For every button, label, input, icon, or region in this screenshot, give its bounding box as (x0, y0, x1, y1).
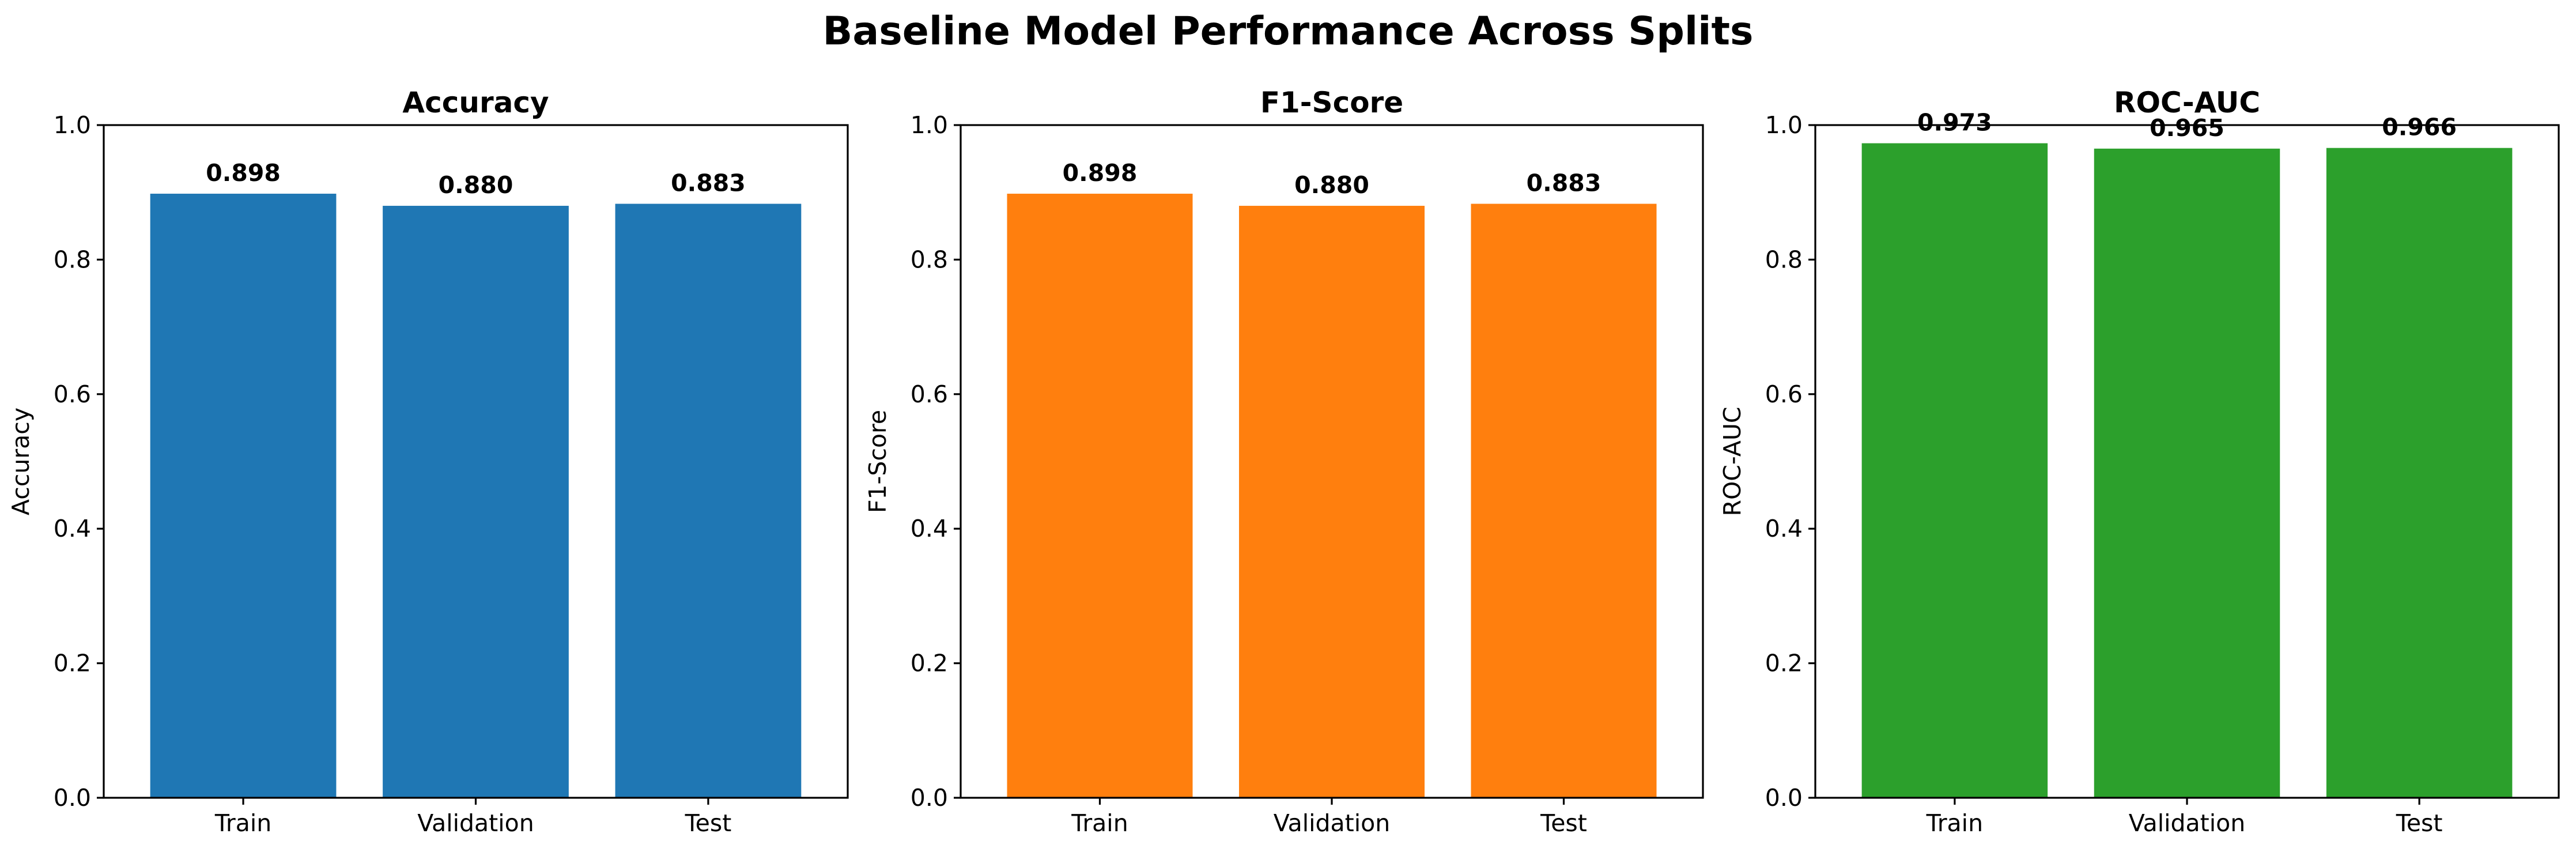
y-tick-label: 0.0 (911, 784, 948, 812)
axes-frame (960, 124, 1704, 799)
chart-panel-2: 0.898 Train 0.880 Validation 0.883 Test 0.0 0.2… (864, 86, 1704, 837)
data-label-validation: 0.880 (1294, 171, 1369, 199)
y-tick-label: 0.6 (1765, 380, 1803, 408)
bar-validation (383, 206, 569, 798)
axes-frame (103, 124, 849, 799)
y-tick-label: 0.2 (54, 650, 91, 677)
x-tick-label-test: Test (685, 809, 732, 837)
bar-train (1861, 143, 2048, 798)
y-axis-label: F1-Score (864, 410, 892, 513)
data-label-train: 0.973 (1917, 109, 1992, 137)
chart-panels: 0.898 Train 0.880 Validation 0.883 Test 0.0 0.2… (7, 86, 2560, 837)
data-label-validation: 0.965 (2150, 114, 2224, 142)
x-tick-label-validation: Validation (1274, 809, 1390, 837)
data-label-train: 0.898 (1063, 159, 1138, 187)
data-label-train: 0.898 (206, 159, 281, 187)
y-tick-label: 0.6 (911, 380, 948, 408)
chart-panel-3: 0.973 Train 0.965 Validation 0.966 Test 0.0 0.2… (1718, 86, 2560, 837)
y-axis-label: ROC-AUC (1718, 407, 1746, 516)
x-tick-label-validation: Validation (417, 809, 534, 837)
y-tick-label: 0.8 (54, 246, 91, 273)
bar-test (2326, 148, 2513, 798)
y-tick-label: 0.2 (911, 650, 948, 677)
bar-train (1007, 194, 1193, 798)
y-tick-label: 0.8 (911, 246, 948, 273)
y-axis-label: Accuracy (7, 408, 35, 515)
y-tick-label: 0.0 (1765, 784, 1803, 812)
y-tick-label: 0.4 (1765, 515, 1803, 542)
x-tick-label-train: Train (214, 809, 271, 837)
y-tick-label: 1.0 (911, 111, 948, 139)
bar-train (150, 194, 337, 798)
bar-validation (2094, 148, 2280, 798)
data-label-test: 0.966 (2382, 114, 2457, 141)
data-label-test: 0.883 (671, 169, 746, 197)
x-tick-label-validation: Validation (2129, 809, 2245, 837)
panel-title: ROC-AUC (2114, 86, 2260, 119)
y-tick-label: 0.4 (54, 515, 91, 542)
y-tick-label: 0.8 (1765, 246, 1803, 273)
x-tick-label-test: Test (2396, 809, 2443, 837)
x-tick-label-test: Test (1540, 809, 1587, 837)
y-tick-label: 0.2 (1765, 650, 1803, 677)
y-tick-label: 0.0 (54, 784, 91, 812)
data-label-test: 0.883 (1527, 169, 1601, 197)
x-tick-label-train: Train (1926, 809, 1983, 837)
chart-panel-1: 0.898 Train 0.880 Validation 0.883 Test 0.0 0.2… (7, 86, 849, 837)
bar-validation (1239, 206, 1425, 798)
y-tick-label: 0.6 (54, 380, 91, 408)
y-tick-label: 1.0 (1765, 111, 1803, 139)
bar-test (615, 203, 802, 798)
y-tick-label: 1.0 (54, 111, 91, 139)
data-label-validation: 0.880 (439, 171, 513, 199)
panel-title: Accuracy (402, 86, 549, 119)
x-tick-label-train: Train (1071, 809, 1128, 837)
axes-frame (1814, 124, 2560, 799)
panel-title: F1-Score (1260, 86, 1403, 119)
bar-test (1471, 203, 1657, 798)
figure-title: Baseline Model Performance Across Splits (823, 9, 1754, 54)
y-tick-label: 0.4 (911, 515, 948, 542)
